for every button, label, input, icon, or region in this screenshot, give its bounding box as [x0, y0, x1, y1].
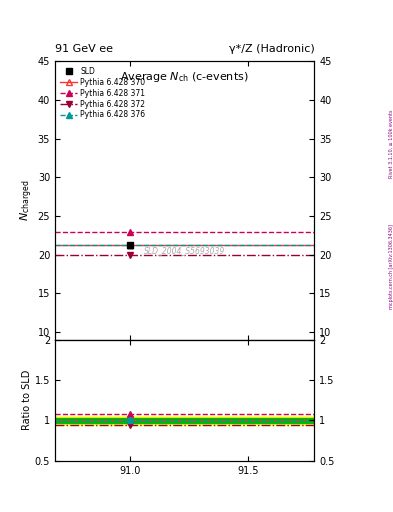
Y-axis label: $N_\mathsf{charged}$: $N_\mathsf{charged}$: [18, 180, 35, 221]
Text: SLD_2004_S5693039: SLD_2004_S5693039: [144, 246, 225, 255]
Text: Rivet 3.1.10, ≥ 100k events: Rivet 3.1.10, ≥ 100k events: [389, 109, 393, 178]
Text: 91 GeV ee: 91 GeV ee: [55, 44, 113, 54]
Legend: SLD, Pythia 6.428 370, Pythia 6.428 371, Pythia 6.428 372, Pythia 6.428 376: SLD, Pythia 6.428 370, Pythia 6.428 371,…: [59, 65, 147, 121]
Text: mcplots.cern.ch [arXiv:1306.3436]: mcplots.cern.ch [arXiv:1306.3436]: [389, 224, 393, 309]
Y-axis label: Ratio to SLD: Ratio to SLD: [22, 370, 32, 431]
Text: γ*/Z (Hadronic): γ*/Z (Hadronic): [229, 44, 314, 54]
Bar: [55, 418, 314, 423]
Bar: [55, 416, 314, 425]
Text: Average $N_\mathsf{ch}$ (c-events): Average $N_\mathsf{ch}$ (c-events): [120, 70, 249, 84]
